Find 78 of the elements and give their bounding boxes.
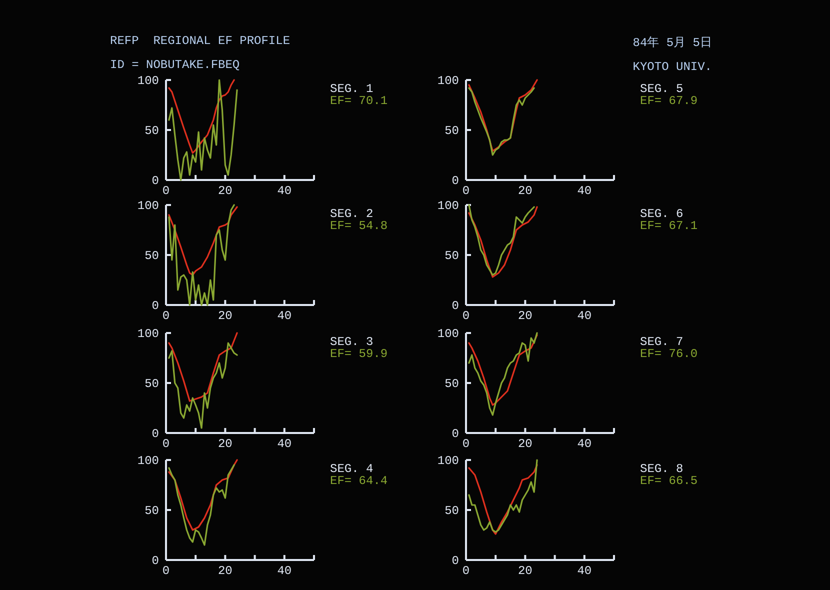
y-tick-label: 0 [452,554,459,568]
text: REFP REGIONAL EF PROFILE [110,34,290,48]
line-series [168,79,238,181]
x-tick-label: 40 [577,564,592,578]
text: KYOTO UNIV. [632,60,712,74]
y-tick-label: 0 [152,174,159,188]
y-tick-label: 100 [437,199,459,213]
text: ID = NOBUTAKE.FBEQ [110,58,240,72]
y-tick-label: 50 [144,124,159,138]
x-tick-label: 20 [218,184,232,198]
text: EF= 64.4 [330,474,388,488]
text: EF= 54.8 [330,219,388,233]
y-tick-label: 0 [152,299,159,313]
line-series [168,206,238,276]
x-tick-label: 20 [518,564,532,578]
x-tick-label: 20 [218,437,232,451]
text: SEG. 2 [330,207,374,221]
line-series [168,332,238,402]
x-tick-label: 0 [162,564,170,578]
y-tick-label: 0 [152,427,159,441]
y-tick-label: 100 [437,454,459,468]
x-tick-label: 40 [577,437,592,451]
x-tick-label: 20 [218,309,232,323]
x-tick-label: 20 [518,184,532,198]
line-series [468,87,535,156]
x-tick-label: 40 [577,309,592,323]
x-tick-label: 0 [462,184,470,198]
x-tick-label: 20 [518,309,532,323]
y-tick-label: 50 [444,377,459,391]
x-tick-label: 40 [277,184,292,198]
text: SEG. 5 [640,82,684,96]
x-tick-label: 0 [462,309,470,323]
text: EF= 67.9 [640,94,698,108]
y-tick-label: 50 [144,377,159,391]
y-tick-label: 50 [444,504,459,518]
y-tick-label: 100 [437,74,459,88]
y-tick-label: 0 [452,174,459,188]
x-tick-label: 20 [218,564,232,578]
y-tick-label: 0 [452,299,459,313]
line-series [168,459,238,531]
text: EF= 59.9 [330,347,388,361]
text: SEG. 1 [330,82,374,96]
line-series [168,342,238,429]
y-tick-label: 50 [144,249,159,263]
x-tick-label: 40 [277,437,292,451]
y-tick-label: 100 [137,454,159,468]
text: EF= 70.1 [330,94,388,108]
y-tick-label: 0 [452,427,459,441]
x-tick-label: 0 [162,184,170,198]
line-series [468,79,538,152]
x-tick-label: 0 [462,437,470,451]
text: 84年 5月 5日 [632,36,712,50]
x-tick-label: 40 [277,564,292,578]
text: EF= 66.5 [640,474,698,488]
text: SEG. 6 [640,207,684,221]
y-tick-label: 50 [444,249,459,263]
text: SEG. 7 [640,335,684,349]
x-tick-label: 0 [462,564,470,578]
line-series [168,204,235,306]
y-tick-label: 100 [137,199,159,213]
y-tick-label: 0 [152,554,159,568]
y-tick-label: 100 [137,74,159,88]
text: EF= 76.0 [640,347,698,361]
line-series [168,79,235,154]
x-tick-label: 40 [577,184,592,198]
text: SEG. 8 [640,462,684,476]
line-series [168,464,235,546]
y-tick-label: 50 [444,124,459,138]
text: SEG. 4 [330,462,374,476]
y-tick-label: 100 [437,327,459,341]
x-tick-label: 0 [162,309,170,323]
y-tick-label: 50 [144,504,159,518]
x-tick-label: 20 [518,437,532,451]
text: SEG. 3 [330,335,374,349]
x-tick-label: 0 [162,437,170,451]
text: EF= 67.1 [640,219,698,233]
y-tick-label: 100 [137,327,159,341]
x-tick-label: 40 [277,309,292,323]
